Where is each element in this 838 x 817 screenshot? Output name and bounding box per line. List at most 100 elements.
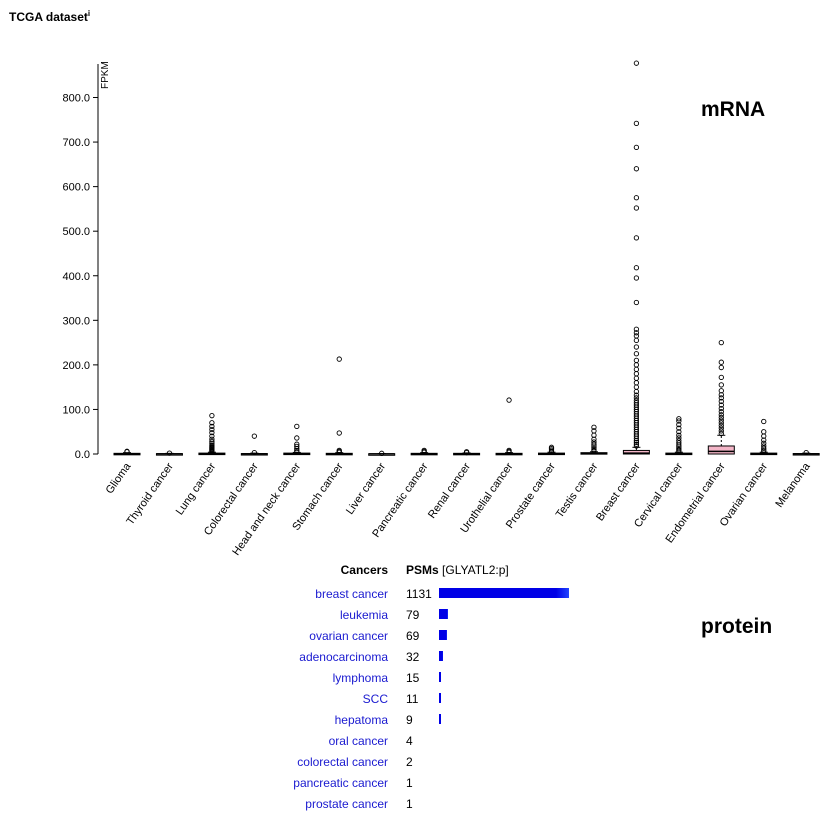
outlier-point — [166, 450, 173, 456]
header-cancers: Cancers — [340, 563, 388, 577]
psm-bar — [439, 630, 447, 640]
x-tick-label: Lung cancer — [174, 461, 219, 518]
box-renal-cancer — [453, 449, 481, 456]
psm-bar — [439, 588, 569, 598]
outlier-point — [124, 448, 130, 454]
outlier-point — [294, 441, 300, 447]
outlier-point — [251, 450, 258, 456]
outlier-point — [761, 443, 767, 449]
box-breast-cancer — [622, 60, 650, 455]
outlier-point — [633, 330, 640, 336]
info-icon[interactable]: i — [87, 9, 91, 18]
outlier-point — [676, 425, 682, 431]
cancer-link[interactable]: ovarian cancer — [309, 629, 388, 643]
outlier-point — [591, 439, 597, 445]
cancer-link[interactable]: adenocarcinoma — [299, 650, 388, 664]
outlier-point — [633, 397, 640, 404]
outlier-point — [718, 374, 724, 381]
x-tick-label: Thyroid cancer — [124, 461, 176, 528]
protein-label: protein — [701, 615, 773, 638]
outlier-point — [591, 428, 597, 434]
outlier-point — [251, 433, 258, 439]
y-tick-label: 0.0 — [75, 449, 90, 461]
y-tick-label: 600.0 — [62, 182, 90, 194]
y-tick-label: 200.0 — [62, 360, 90, 372]
box-urothelial-cancer — [495, 397, 523, 456]
cancer-link[interactable]: leukemia — [339, 608, 388, 622]
x-tick-label: Breast cancer — [594, 461, 643, 524]
y-axis-label: FPKM — [100, 61, 111, 89]
box-body — [707, 445, 735, 455]
outlier-point — [633, 371, 640, 377]
table-row: leukemia 79 — [0, 605, 838, 626]
psm-value: 79 — [406, 608, 420, 622]
outlier-point — [633, 362, 640, 368]
outlier-point — [548, 444, 555, 450]
table-row: breast cancer 1131 — [0, 584, 838, 605]
y-tick-label: 800.0 — [62, 93, 90, 105]
cancer-link[interactable]: hepatoma — [334, 713, 388, 727]
cancer-link[interactable]: colorectal cancer — [297, 755, 388, 769]
outlier-point — [718, 414, 724, 421]
psm-bar — [439, 714, 441, 724]
outlier-point — [633, 166, 640, 172]
outlier-point — [633, 275, 640, 281]
outlier-point — [633, 366, 640, 372]
x-tick-label: Liver cancer — [344, 461, 388, 517]
table-row: lymphoma 15 — [0, 668, 838, 689]
mrna-boxplot: 0.0 100.0 200.0 300.0 400.0 500.0 600.0 700.0 80… — [62, 60, 820, 558]
outlier-point — [676, 437, 682, 444]
outlier-point — [591, 445, 597, 451]
box-stomach-cancer — [325, 356, 353, 456]
cancer-link[interactable]: prostate cancer — [305, 797, 388, 811]
outlier-point — [463, 449, 470, 455]
outlier-point — [209, 429, 215, 436]
outlier-point — [718, 398, 724, 405]
outlier-point — [591, 424, 597, 430]
outlier-point — [336, 356, 342, 362]
outlier-point — [633, 344, 640, 350]
outlier-point — [591, 446, 597, 453]
outlier-point — [209, 420, 215, 426]
outlier-point — [633, 392, 640, 398]
box-ovarian-cancer — [750, 418, 778, 456]
box-cervical-cancer — [665, 416, 693, 456]
outlier-point — [633, 120, 640, 126]
outlier-point — [209, 433, 215, 439]
table-row: hepatoma 9 — [0, 710, 838, 731]
psm-bar — [439, 609, 449, 619]
table-row: prostate cancer 1 — [0, 794, 838, 815]
outlier-point — [718, 402, 724, 408]
dataset-title: TCGA dataseti — [9, 9, 90, 24]
table-row: SCC 11 — [0, 689, 838, 710]
outlier-point — [718, 428, 724, 434]
box-colorectal-cancer — [240, 433, 268, 456]
outlier-point — [209, 413, 215, 419]
cancer-link[interactable]: lymphoma — [332, 671, 388, 685]
psm-value: 2 — [406, 755, 413, 769]
psm-bar — [439, 693, 441, 703]
outlier-point — [336, 447, 342, 454]
table-row: adenocarcinoma 32 — [0, 647, 838, 668]
outlier-point — [633, 384, 640, 390]
psm-value: 69 — [406, 629, 420, 643]
header-psms-label: PSMs — [406, 563, 439, 577]
psm-bar — [439, 672, 441, 682]
cancer-link[interactable]: pancreatic cancer — [293, 776, 388, 790]
outlier-point — [591, 441, 597, 447]
outlier-point — [676, 421, 682, 428]
cancer-link[interactable]: breast cancer — [315, 587, 388, 601]
outlier-point — [633, 380, 640, 386]
cancer-link[interactable]: SCC — [362, 692, 388, 706]
cancer-link[interactable]: oral cancer — [328, 734, 388, 748]
outlier-point — [633, 265, 640, 271]
outlier-point — [633, 357, 640, 364]
outlier-point — [633, 337, 640, 344]
outlier-point — [718, 422, 724, 429]
outlier-point — [633, 400, 640, 406]
box-testis-cancer — [580, 424, 608, 455]
dataset-title-text: TCGA dataset — [9, 10, 88, 24]
outlier-point — [294, 443, 300, 450]
outlier-point — [633, 326, 640, 332]
outlier-point — [676, 418, 682, 424]
